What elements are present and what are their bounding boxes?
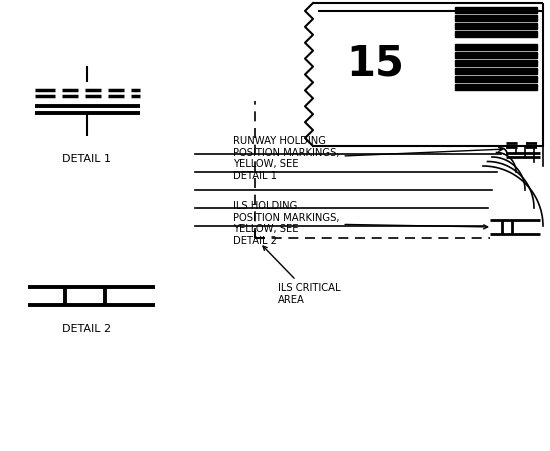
Bar: [455, 76, 537, 82]
Bar: [455, 60, 537, 66]
Text: DETAIL 2: DETAIL 2: [63, 324, 112, 334]
Bar: [455, 84, 537, 90]
Bar: [455, 44, 537, 50]
Bar: [455, 52, 537, 58]
Text: DETAIL 1: DETAIL 1: [63, 154, 112, 164]
Bar: [455, 31, 537, 37]
Bar: [455, 15, 537, 21]
Text: RUNWAY HOLDING
POSITION MARKINGS,
YELLOW, SEE
DETAIL 1: RUNWAY HOLDING POSITION MARKINGS, YELLOW…: [233, 136, 503, 181]
Text: 15: 15: [346, 42, 404, 84]
Bar: [455, 7, 537, 13]
Bar: [455, 23, 537, 29]
Text: ILS CRITICAL
AREA: ILS CRITICAL AREA: [263, 246, 340, 304]
Bar: [455, 68, 537, 74]
Text: ILS HOLDING
POSITION MARKINGS,
YELLOW, SEE
DETAIL 2: ILS HOLDING POSITION MARKINGS, YELLOW, S…: [233, 201, 488, 246]
